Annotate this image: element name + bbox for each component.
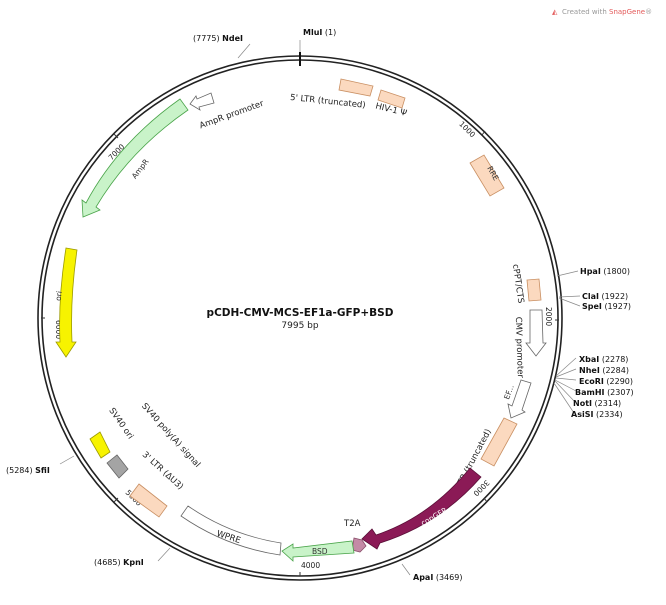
feature-5-ltr-top[interactable]: 5' LTR (truncated)	[290, 78, 374, 111]
svg-text:(7775) NdeI: (7775) NdeI	[193, 34, 243, 43]
site-ecori[interactable]: EcoRI (2290)	[555, 377, 633, 386]
site-apai[interactable]: ApaI (3469)	[401, 563, 462, 582]
tick-2000: 2000	[544, 307, 553, 326]
feature-3-ltr[interactable]: 3' LTR (ΔU3)	[129, 450, 185, 518]
site-ndei[interactable]: (7775) NdeI	[193, 34, 251, 59]
feature-rre[interactable]: RRE	[469, 154, 505, 197]
feature-ampr-promoter[interactable]: AmpR promoter	[189, 92, 266, 131]
svg-text:NotI (2314): NotI (2314)	[573, 399, 621, 408]
site-mlui[interactable]: MluI (1)	[299, 28, 336, 52]
site-xbai[interactable]: XbaI (2278)	[555, 355, 628, 377]
site-asisi[interactable]: AsiSI (2334)	[553, 382, 623, 419]
svg-text:ClaI (1922): ClaI (1922)	[582, 292, 628, 301]
svg-text:(5284) SfiI: (5284) SfiI	[6, 466, 50, 475]
svg-text:ApaI (3469): ApaI (3469)	[413, 573, 462, 582]
label-3-ltr: 3' LTR (ΔU3)	[140, 450, 185, 492]
tick-4000: 4000	[301, 561, 320, 570]
feature-wpre[interactable]: WPRE	[180, 505, 282, 556]
label-t2a: T2A	[343, 519, 361, 529]
feature-copgfp[interactable]: copGFP	[361, 467, 482, 550]
label-bsd: BSD	[312, 547, 328, 556]
site-bamhi[interactable]: BamHI (2307)	[554, 379, 634, 397]
site-noti[interactable]: NotI (2314)	[554, 380, 621, 408]
feature-hiv-psi[interactable]: HIV-1 Ψ	[374, 89, 408, 119]
svg-text:EcoRI (2290): EcoRI (2290)	[579, 377, 633, 386]
label-cppt: cPPT/CTS	[510, 264, 525, 305]
site-kpni[interactable]: (4685) KpnI	[94, 547, 171, 567]
site-nhei[interactable]: NheI (2284)	[555, 366, 629, 378]
feature-ori[interactable]: ori	[54, 247, 78, 358]
plasmid-length: 7995 bp	[281, 321, 318, 331]
site-hpai[interactable]: HpaI (1800)	[556, 267, 630, 277]
label-5-ltr-top: 5' LTR (truncated)	[290, 93, 367, 111]
site-sfii[interactable]: (5284) SfiI	[6, 455, 75, 475]
site-clai[interactable]: ClaI (1922)	[558, 292, 628, 301]
label-sv40-ori: SV40 ori	[106, 406, 135, 441]
svg-text:SpeI (1927): SpeI (1927)	[582, 302, 631, 311]
feature-sv40-ori[interactable]: SV40 ori	[89, 406, 135, 459]
feature-cmv-promoter[interactable]: CMV promoter	[513, 309, 547, 379]
label-ampr: AmpR	[130, 157, 151, 180]
feature-bsd[interactable]: BSD	[281, 540, 355, 562]
svg-text:BamHI (2307): BamHI (2307)	[575, 388, 634, 397]
feature-cppt[interactable]: cPPT/CTS	[510, 264, 542, 305]
svg-text:XbaI (2278): XbaI (2278)	[579, 355, 628, 364]
svg-text:NheI (2284): NheI (2284)	[579, 366, 629, 375]
svg-text:AsiSI (2334): AsiSI (2334)	[571, 410, 623, 419]
tick-6000: 6000	[54, 320, 63, 339]
credit-text: Created with SnapGene®	[562, 8, 652, 16]
label-ori: ori	[54, 290, 64, 301]
feature-ef-promoter[interactable]: EF...	[502, 379, 532, 419]
label-ef-promoter: EF...	[502, 383, 516, 400]
site-spei[interactable]: SpeI (1927)	[558, 297, 631, 311]
svg-text:HpaI (1800): HpaI (1800)	[580, 267, 630, 276]
svg-text:MluI (1): MluI (1)	[303, 28, 336, 37]
svg-text:(4685) KpnI: (4685) KpnI	[94, 558, 144, 567]
label-cmv-promoter: CMV promoter	[513, 317, 525, 379]
credit-logo-icon: ◭	[552, 8, 558, 16]
plasmid-name: pCDH-CMV-MCS-EF1a-GFP+BSD	[207, 307, 394, 319]
snapgene-credit: ◭ Created with SnapGene®	[552, 8, 652, 16]
